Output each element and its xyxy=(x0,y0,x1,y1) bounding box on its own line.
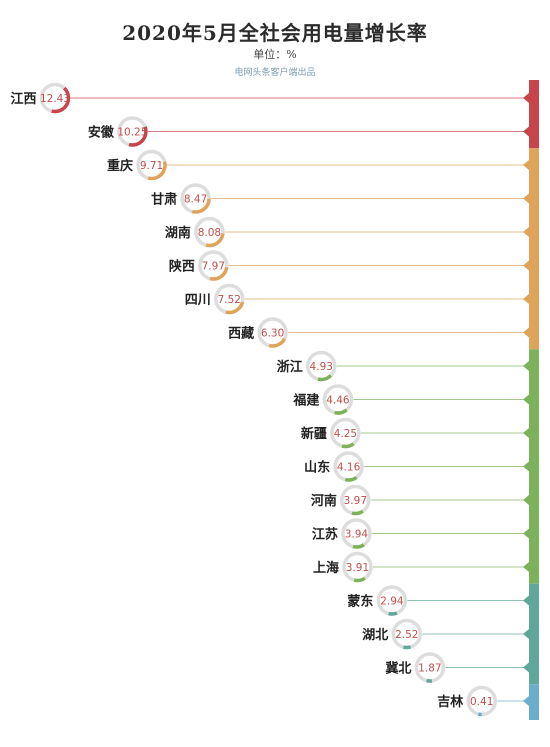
pointer-arrow xyxy=(523,662,529,673)
category-label: 湖北 xyxy=(362,628,388,643)
data-label: 1.87 xyxy=(418,663,441,675)
category-label: 四川 xyxy=(185,293,211,308)
category-label: 江西 xyxy=(10,91,36,107)
data-label: 4.93 xyxy=(310,361,333,373)
data-label: 10.25 xyxy=(117,127,147,139)
group-bar-blue xyxy=(529,684,539,720)
data-label: 7.97 xyxy=(202,261,225,273)
value-arc xyxy=(317,374,333,382)
group-bar-red xyxy=(529,80,539,149)
category-label: 蒙东 xyxy=(347,594,373,610)
pointer-arrow xyxy=(523,93,529,103)
value-arc xyxy=(209,266,229,281)
pointer-arrow xyxy=(523,294,529,304)
category-label: 福建 xyxy=(292,393,319,409)
pointer-arrow xyxy=(523,394,529,405)
data-label: 9.71 xyxy=(140,160,163,172)
data-label: 3.91 xyxy=(346,562,369,574)
category-label: 陕西 xyxy=(169,259,195,275)
value-arc xyxy=(225,301,245,315)
category-label: 冀北 xyxy=(385,661,411,677)
category-label: 重庆 xyxy=(107,158,133,174)
value-arc xyxy=(341,442,355,449)
category-label: 吉林 xyxy=(437,694,463,710)
value-arc xyxy=(51,86,71,114)
data-label: 4.25 xyxy=(334,428,357,440)
category-label: 安徽 xyxy=(88,125,115,141)
value-arc xyxy=(352,543,365,549)
pointer-arrow xyxy=(523,495,529,505)
value-arc xyxy=(351,509,364,516)
category-label: 新疆 xyxy=(301,426,327,442)
unit-label: 单位：% xyxy=(253,48,297,61)
data-label: 8.47 xyxy=(184,194,207,206)
pointer-arrow xyxy=(523,696,529,706)
pointer-arrow xyxy=(523,193,529,204)
pointer-arrow xyxy=(523,227,529,237)
category-label: 甘肃 xyxy=(151,192,177,208)
category-label: 上海 xyxy=(313,560,339,576)
pointer-arrow xyxy=(523,361,529,371)
data-label: 12.43 xyxy=(40,93,70,105)
data-label: 3.94 xyxy=(345,529,369,541)
group-bar-green xyxy=(529,349,539,584)
pointer-arrow xyxy=(523,428,529,438)
data-label: 2.94 xyxy=(380,596,404,608)
data-label: 8.08 xyxy=(198,227,221,239)
value-arc xyxy=(268,337,287,348)
pointer-arrow xyxy=(523,595,529,606)
data-label: 2.52 xyxy=(395,629,418,641)
value-arc xyxy=(128,126,148,147)
pointer-arrow xyxy=(523,160,529,170)
category-label: 浙江 xyxy=(277,359,303,375)
value-arc xyxy=(191,198,211,214)
value-arc xyxy=(205,233,225,248)
pointer-arrow xyxy=(523,562,529,572)
data-label: 4.46 xyxy=(326,395,350,407)
pointer-arrow xyxy=(523,260,529,271)
group-bar-orange xyxy=(529,148,539,350)
category-label: 山东 xyxy=(304,460,330,476)
category-label: 江苏 xyxy=(312,527,338,543)
data-label: 4.16 xyxy=(337,462,361,474)
value-arc xyxy=(344,475,358,482)
value-arc xyxy=(334,408,348,415)
value-arc xyxy=(147,161,167,181)
value-arc xyxy=(353,576,366,583)
pointer-arrow xyxy=(523,126,529,137)
source-label: 电网头条客户端出品 xyxy=(234,68,316,78)
pointer-arrow xyxy=(523,528,529,539)
value-arc xyxy=(403,645,412,650)
data-label: 6.30 xyxy=(261,328,284,340)
pointer-arrow xyxy=(523,327,529,338)
data-label: 7.52 xyxy=(218,294,241,306)
group-bar-teal xyxy=(529,583,539,685)
data-label: 3.97 xyxy=(344,495,367,507)
chart-title: 2020年5月全社会用电量增长率 xyxy=(122,21,428,45)
data-label: 0.41 xyxy=(470,696,493,708)
category-label: 湖南 xyxy=(165,225,191,241)
category-label: 河南 xyxy=(311,493,337,509)
value-arc xyxy=(388,611,398,616)
category-label: 西藏 xyxy=(228,326,254,342)
pointer-arrow xyxy=(523,629,529,639)
pointer-arrow xyxy=(523,461,529,472)
